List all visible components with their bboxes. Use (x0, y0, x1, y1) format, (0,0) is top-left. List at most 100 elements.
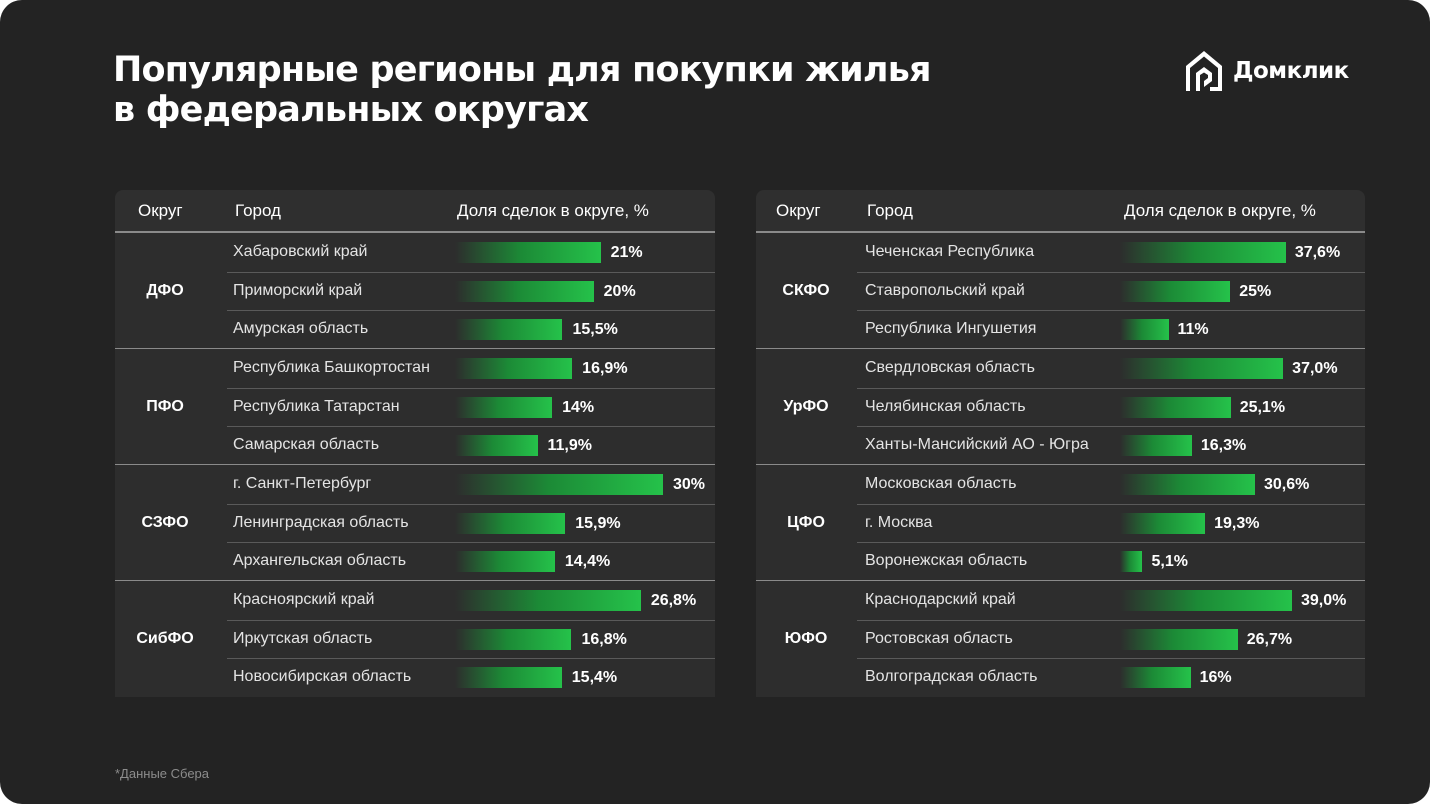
city-name: Московская область (865, 475, 1017, 492)
okrug-group: ДФО Хабаровский край 21% Приморский край 20%… (115, 233, 715, 349)
okrug-group: СЗФО г. Санкт-Петербург 30% Ленинградская о… (115, 465, 715, 581)
share-bar (455, 628, 572, 650)
city-name: Свердловская область (865, 359, 1035, 376)
share-value-label: 26,7% (1246, 630, 1293, 648)
share-value-label: 25% (1239, 282, 1272, 300)
share-bar (1120, 628, 1238, 650)
city-name: г. Москва (865, 513, 933, 531)
table-row: Красноярский край 26,8% (115, 581, 715, 619)
table-row: Республика Татарстан 14% (115, 388, 715, 426)
share-value-label: 15,5% (572, 321, 618, 338)
okrug-label: ДФО (146, 281, 184, 299)
city-name: Челябинская область (865, 397, 1026, 415)
row-divider (227, 271, 715, 273)
okrug-group: ЮФО Краснодарский край 39,0% Ростовская обл… (756, 581, 1365, 697)
page-title: Популярные регионы для покупки жилья в ф… (113, 50, 1093, 130)
row-divider (227, 503, 715, 505)
city-name: Иркутская область (233, 629, 373, 647)
table-row: Ханты-Мансийский АО - Югра 16,3% (756, 426, 1365, 464)
column-header-city: Город (867, 201, 913, 220)
share-value-label: 16,3% (1200, 437, 1247, 454)
regions-table-right: Округ Город Доля сделок в округе, % СКФО Чеч… (756, 190, 1365, 697)
share-value-label: 30% (673, 476, 706, 493)
column-header-share: Доля сделок в округе, % (1124, 201, 1316, 220)
share-bar (455, 280, 594, 302)
footnote: *Данные Сбера (115, 766, 210, 781)
table-row: г. Москва 19,3% (756, 504, 1365, 542)
city-name: Ростовская область (865, 629, 1013, 647)
share-bar (1120, 512, 1206, 534)
share-bar (1120, 590, 1292, 611)
row-divider (227, 542, 715, 543)
table-row: Челябинская область 25,1% (756, 388, 1365, 426)
city-name: Чеченская Республика (865, 243, 1035, 260)
okrug-label: ЮФО (784, 630, 828, 647)
share-bar (455, 435, 538, 456)
city-name: Хабаровский край (233, 243, 368, 260)
okrug-group: ПФО Республика Башкортостан 16,9% Республик… (115, 349, 715, 465)
share-value-label: 37,0% (1292, 360, 1338, 377)
row-divider (227, 619, 715, 621)
share-bar (455, 242, 601, 263)
table-row: Амурская область 15,5% (115, 310, 715, 348)
share-bar (1120, 474, 1255, 495)
share-bar (455, 358, 573, 379)
share-bar (455, 319, 563, 340)
share-value-label: 16,9% (582, 360, 628, 377)
row-divider (227, 426, 715, 427)
column-header-share: Доля сделок в округе, % (457, 201, 649, 220)
row-divider (857, 619, 1365, 621)
share-value-label: 19,3% (1214, 514, 1260, 532)
city-name: Республика Башкортостан (233, 359, 430, 376)
share-value-label: 11% (1177, 321, 1209, 338)
share-bar (1120, 435, 1192, 456)
share-value-label: 16% (1199, 669, 1232, 686)
okrug-group: УрФО Свердловская область 37,0% Челябинская… (756, 349, 1365, 465)
city-name: Самарская область (233, 436, 380, 453)
okrug-group: СКФО Чеченская Республика 37,6% Ставропольс… (756, 233, 1365, 349)
city-name: Ленинградская область (233, 513, 409, 531)
table-row: Приморский край 20% (115, 272, 715, 310)
city-name: г. Санкт-Петербург (233, 475, 372, 492)
share-value-label: 26,8% (650, 592, 697, 609)
share-bar (1120, 667, 1191, 688)
column-header-okrug: Округ (138, 201, 183, 220)
table-row: Республика Башкортостан 16,9% (115, 349, 715, 387)
okrug-label: ПФО (146, 397, 184, 415)
table-row: Архангельская область 14,4% (115, 542, 715, 580)
city-name: Республика Ингушетия (865, 320, 1037, 337)
okrug-label: СибФО (136, 630, 194, 647)
table-row: Республика Ингушетия 11% (756, 310, 1365, 348)
table-row: Свердловская область 37,0% (756, 349, 1365, 387)
row-divider (227, 310, 715, 311)
share-value-label: 5,1% (1151, 553, 1188, 570)
table-row: Самарская область 11,9% (115, 426, 715, 464)
share-value-label: 30,6% (1263, 476, 1310, 493)
share-bar (455, 590, 641, 611)
row-divider (857, 658, 1365, 659)
share-bar (1120, 319, 1169, 340)
okrug-label: СЗФО (141, 513, 189, 531)
table-row: г. Санкт-Петербург 30% (115, 465, 715, 503)
share-value-label: 25,1% (1239, 398, 1286, 416)
row-divider (857, 542, 1365, 543)
share-bar (1120, 280, 1231, 302)
city-name: Краснодарский край (865, 591, 1016, 608)
table-row: Краснодарский край 39,0% (756, 581, 1365, 619)
okrug-group: СибФО Красноярский край 26,8% Иркутская обл… (115, 581, 715, 697)
share-value-label: 15,4% (571, 669, 618, 686)
table-row: Хабаровский край 21% (115, 233, 715, 271)
table-header: Округ Город Доля сделок в округе, % (115, 190, 715, 233)
table-row: Иркутская область 16,8% (115, 620, 715, 658)
table-row: Новосибирская область 15,4% (115, 658, 715, 696)
city-name: Красноярский край (233, 591, 375, 608)
share-bar (1120, 242, 1286, 263)
city-name: Ставропольский край (865, 281, 1025, 299)
share-bar (455, 667, 562, 688)
okrug-group: ЦФО Московская область 30,6% г. Москва 19,3%… (756, 465, 1365, 581)
share-value-label: 37,6% (1294, 244, 1341, 261)
city-name: Ханты-Мансийский АО - Югра (865, 436, 1089, 453)
table-header: Округ Город Доля сделок в округе, % (756, 190, 1365, 233)
column-header-city: Город (235, 201, 281, 220)
